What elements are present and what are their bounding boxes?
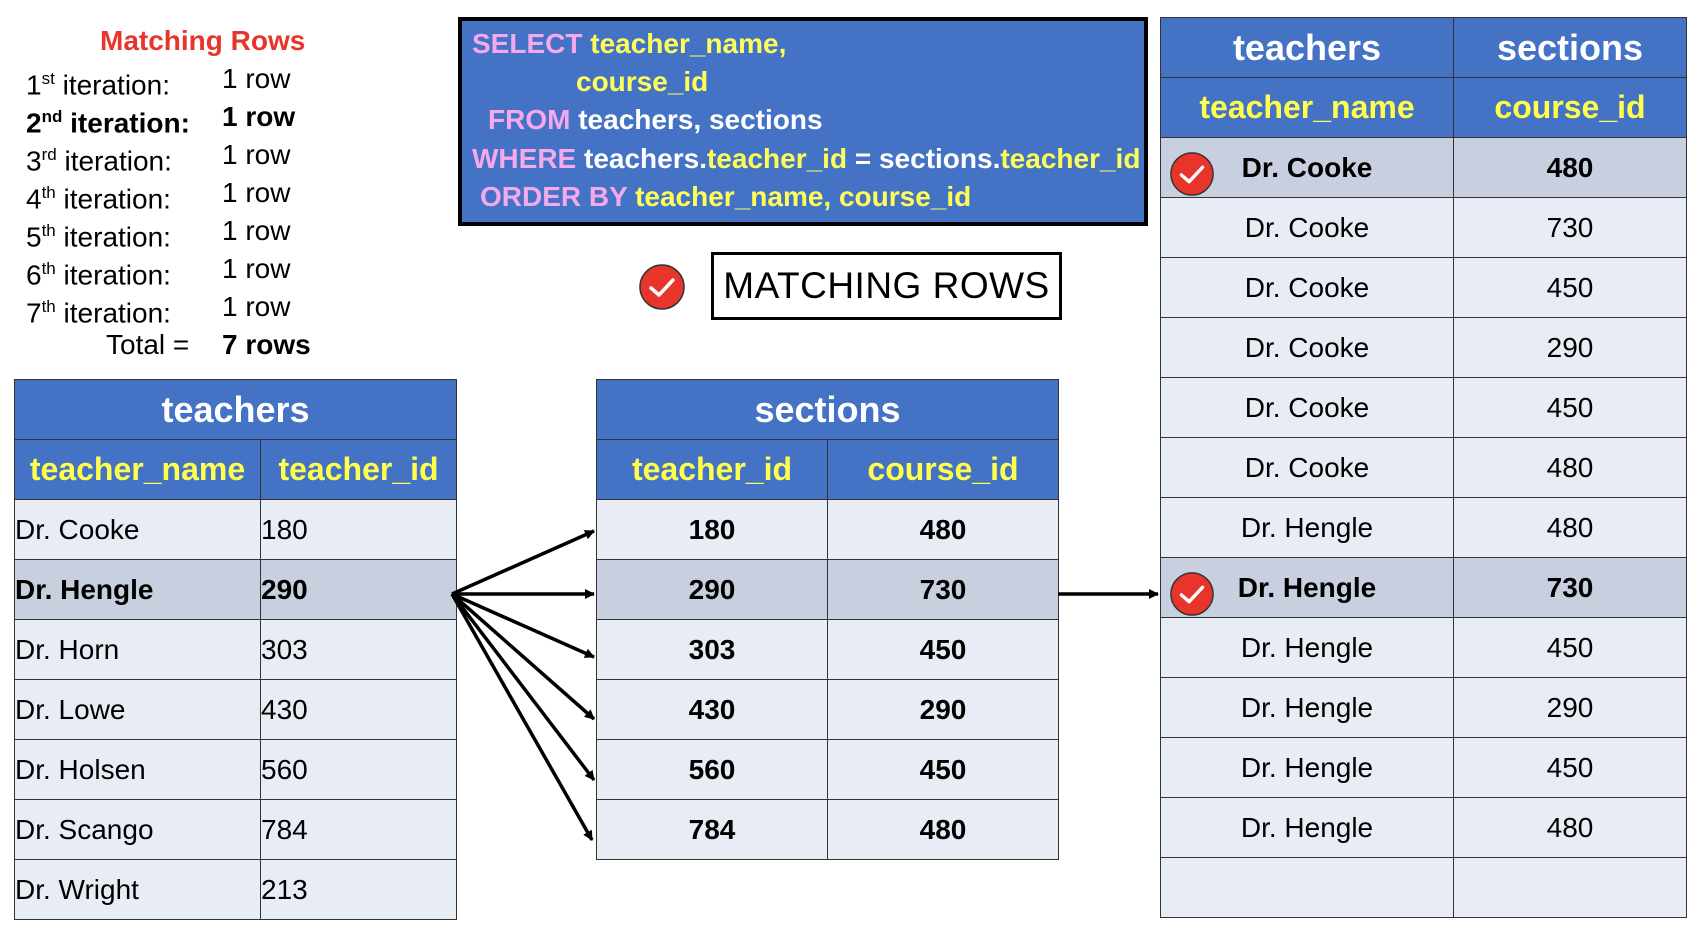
check-circle-icon bbox=[1170, 152, 1214, 196]
table-row: 784 480 bbox=[596, 799, 1059, 860]
sections-table-title: sections bbox=[596, 379, 1059, 440]
table-row: Dr. Cooke 450 bbox=[1160, 377, 1687, 438]
summary-line: 7th iteration: 1 row bbox=[26, 291, 291, 329]
summary-line: 4th iteration: 1 row bbox=[26, 177, 291, 215]
summary-line: 6th iteration: 1 row bbox=[26, 253, 291, 291]
arrow bbox=[451, 529, 595, 596]
table-row: Dr. Hengle 480 bbox=[1160, 797, 1687, 858]
table-row-matching: Dr. Cooke 480 bbox=[1160, 137, 1687, 198]
table-row: Dr. Lowe 430 bbox=[14, 679, 458, 740]
table-row: 430 290 bbox=[596, 679, 1059, 740]
sections-table: sections teacher_id course_id 180 480 290… bbox=[596, 379, 1059, 860]
table-row-highlighted: Dr. Hengle 290 bbox=[14, 559, 458, 620]
result-table-title: sections bbox=[1453, 17, 1687, 78]
teachers-table: teachers teacher_name teacher_id Dr. Coo… bbox=[13, 379, 458, 920]
table-row: Dr. Cooke 290 bbox=[1160, 317, 1687, 378]
summary-total: Total = 7 rows bbox=[106, 329, 311, 360]
matching-rows-summary: Matching Rows 1st iteration: 1 row 2nd i… bbox=[26, 22, 356, 364]
sql-order-line: ORDER BY teacher_name, course_id bbox=[480, 181, 972, 212]
summary-line: 1st iteration: 1 row bbox=[26, 63, 291, 101]
summary-line: 3rd iteration: 1 row bbox=[26, 139, 291, 177]
table-row: Dr. Hengle 290 bbox=[1160, 677, 1687, 738]
column-header: course_id bbox=[1453, 77, 1687, 138]
table-row: Dr. Wright 213 bbox=[14, 859, 458, 920]
table-row: Dr. Hengle 480 bbox=[1160, 497, 1687, 558]
table-row: Dr. Hengle 450 bbox=[1160, 617, 1687, 678]
arrow bbox=[450, 592, 596, 782]
sql-from-line: FROM teachers, sections bbox=[488, 104, 823, 135]
sql-column-line: course_id bbox=[576, 66, 709, 97]
table-row: Dr. Cooke 730 bbox=[1160, 197, 1687, 258]
column-header: teacher_name bbox=[1160, 77, 1454, 138]
teachers-table-title: teachers bbox=[13, 379, 458, 440]
table-row-empty bbox=[1160, 857, 1687, 918]
table-row: Dr. Hengle 450 bbox=[1160, 737, 1687, 798]
table-row: Dr. Scango 784 bbox=[14, 799, 458, 860]
table-row: Dr. Cooke 180 bbox=[14, 499, 458, 560]
table-row: 560 450 bbox=[596, 739, 1059, 800]
column-header: teacher_id bbox=[596, 439, 828, 500]
summary-line: 5th iteration: 1 row bbox=[26, 215, 291, 253]
legend-label: MATCHING ROWS bbox=[711, 252, 1062, 320]
table-row: 180 480 bbox=[596, 499, 1059, 560]
summary-line: 2nd iteration: 1 row bbox=[26, 101, 296, 139]
sql-query-box: SELECT teacher_name, course_id FROM teac… bbox=[458, 17, 1148, 226]
column-header: teacher_name bbox=[14, 439, 261, 500]
table-row-highlighted: 290 730 bbox=[596, 559, 1059, 620]
table-row-matching: Dr. Hengle 730 bbox=[1160, 557, 1687, 618]
arrow bbox=[450, 592, 596, 721]
arrow bbox=[451, 592, 595, 659]
table-row: Dr. Holsen 560 bbox=[14, 739, 458, 800]
check-circle-icon bbox=[1170, 572, 1214, 616]
table-row: 303 450 bbox=[596, 619, 1059, 680]
column-header: course_id bbox=[827, 439, 1059, 500]
column-header: teacher_id bbox=[259, 439, 458, 500]
sql-select-line: SELECT teacher_name, bbox=[472, 28, 787, 59]
table-row: Dr. Cooke 480 bbox=[1160, 437, 1687, 498]
result-table: teachers sections teacher_name course_id… bbox=[1160, 17, 1687, 918]
check-circle-icon bbox=[639, 264, 685, 310]
summary-title: Matching Rows bbox=[100, 25, 306, 56]
table-row: Dr. Horn 303 bbox=[14, 619, 458, 680]
arrow bbox=[450, 593, 594, 841]
table-row: Dr. Cooke 450 bbox=[1160, 257, 1687, 318]
sql-where-line: WHERE teachers.teacher_id = sections.tea… bbox=[472, 143, 1141, 174]
